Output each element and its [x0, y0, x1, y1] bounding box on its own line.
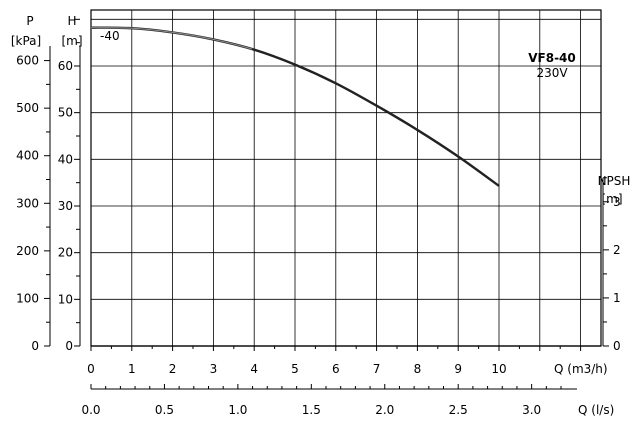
- x1-tick-label: 1: [128, 362, 136, 376]
- model-label: VF8-40: [528, 51, 576, 65]
- series-group: [90, 26, 500, 187]
- curve-tag: -40: [100, 29, 120, 43]
- h-tick-label: 40: [58, 152, 73, 166]
- p-tick-label: 300: [16, 196, 39, 210]
- p-tick-label: 100: [16, 291, 39, 305]
- npsh-axis-unit: [m]: [601, 192, 622, 206]
- p-tick-label: 500: [16, 101, 39, 115]
- grid-lines: [90, 9, 602, 347]
- x1-tick-label: 9: [454, 362, 462, 376]
- h-tick-label: 0: [65, 339, 73, 353]
- x1-tick-label: 5: [291, 362, 299, 376]
- voltage-label: 230V: [536, 66, 568, 80]
- h-tick-label: 50: [58, 106, 73, 120]
- p-axis-label: P: [26, 14, 33, 28]
- x1-tick-label: 0: [87, 362, 95, 376]
- axes: [44, 18, 609, 390]
- p-tick-label: 400: [16, 149, 39, 163]
- npsh-tick-label: 3: [613, 195, 621, 209]
- h-axis-unit: [m]: [61, 34, 82, 48]
- npsh-axis-label: NPSH: [598, 174, 631, 188]
- x2-tick-label: 3.0: [522, 403, 541, 417]
- p-tick-label: 600: [16, 54, 39, 68]
- npsh-tick-label: 2: [613, 243, 621, 257]
- p-axis-unit: [kPa]: [11, 34, 41, 48]
- h-tick-label: 10: [58, 292, 73, 306]
- x1-tick-label: 4: [250, 362, 258, 376]
- p-tick-label: 200: [16, 244, 39, 258]
- h-tick-label: 30: [58, 199, 73, 213]
- x2-tick-label: 2.0: [375, 403, 394, 417]
- x-axis-1-label: Q (m3/h): [554, 362, 608, 376]
- npsh-tick-label: 1: [613, 291, 621, 305]
- npsh-tick-label: 0: [613, 339, 621, 353]
- x2-tick-label: 1.0: [228, 403, 247, 417]
- plot-frame: [90, 9, 602, 347]
- x1-tick-label: 6: [332, 362, 340, 376]
- x1-tick-label: 7: [373, 362, 381, 376]
- x2-tick-label: 0.5: [155, 403, 174, 417]
- x1-tick-label: 10: [491, 362, 506, 376]
- x1-tick-label: 3: [210, 362, 218, 376]
- x1-tick-label: 2: [169, 362, 177, 376]
- h-axis-label: H: [67, 14, 76, 28]
- x2-tick-label: 1.5: [302, 403, 321, 417]
- x-axis-2-label: Q (l/s): [578, 403, 614, 417]
- h-tick-label: 60: [58, 59, 73, 73]
- p-tick-label: 0: [31, 339, 39, 353]
- h-tick-label: 20: [58, 246, 73, 260]
- x1-tick-label: 8: [414, 362, 422, 376]
- head-curve-start: [90, 27, 500, 187]
- x2-tick-label: 2.5: [449, 403, 468, 417]
- x2-tick-label: 0.0: [81, 403, 100, 417]
